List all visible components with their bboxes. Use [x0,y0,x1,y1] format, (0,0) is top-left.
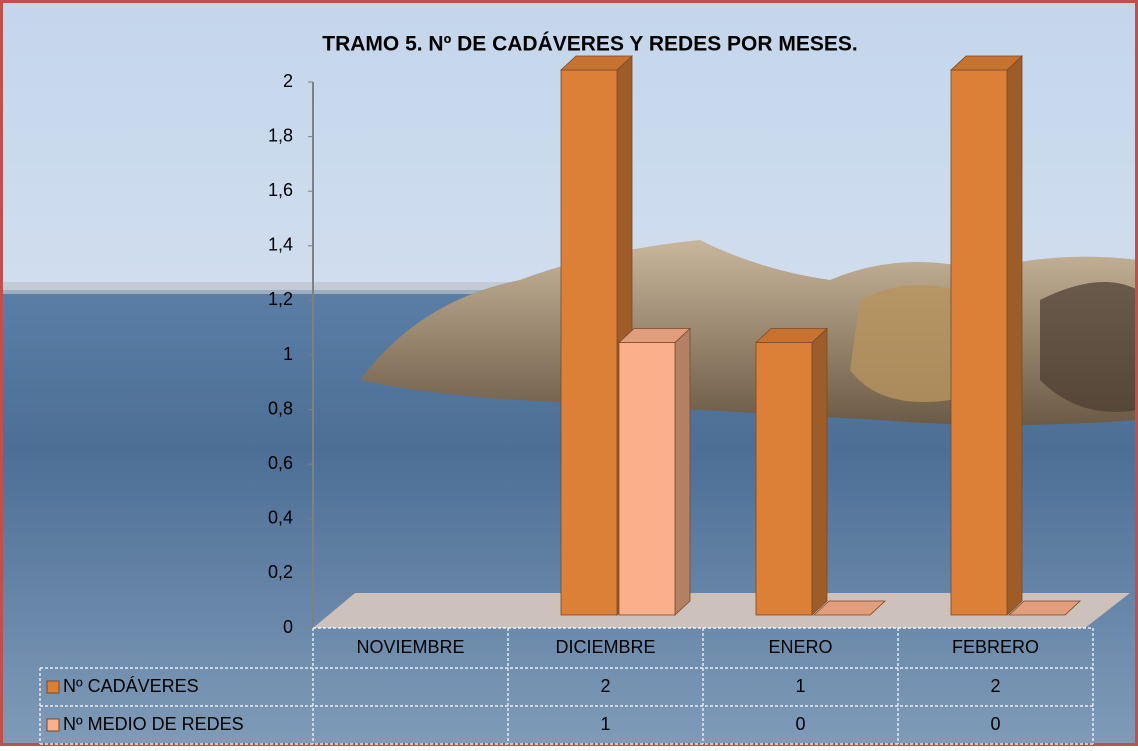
y-tick-label: 1,6 [268,180,293,200]
y-tick-label: 0,4 [268,508,293,528]
y-tick-label: 0,2 [268,562,293,582]
table-value: 0 [990,714,1000,734]
legend-label: Nº CADÁVERES [63,676,199,696]
y-tick-label: 1 [283,344,293,364]
bar-front [561,70,617,615]
table-value: 2 [990,676,1000,696]
bar-front [756,343,812,616]
table-value: 2 [600,676,610,696]
bar-side [1007,56,1022,615]
y-tick-label: 0,6 [268,453,293,473]
bar-front [619,343,675,616]
y-tick-label: 0 [283,617,293,637]
legend-swatch [47,719,59,731]
y-tick-label: 1,8 [268,125,293,145]
chart-title: TRAMO 5. Nº DE CADÁVERES Y REDES POR MES… [322,33,858,56]
y-tick-label: 1,2 [268,289,293,309]
x-tick-label: FEBRERO [952,637,1039,657]
y-tick-label: 0,8 [268,398,293,418]
bar-front [951,70,1007,615]
chart: TRAMO 5. Nº DE CADÁVERES Y REDES POR MES… [0,0,1138,746]
table-value: 0 [795,714,805,734]
table-value: 1 [795,676,805,696]
bar-side [675,329,690,616]
bar [756,329,827,616]
x-tick-label: NOVIEMBRE [356,637,464,657]
legend-label: Nº MEDIO DE REDES [63,714,244,734]
y-tick-label: 1,4 [268,235,293,255]
table-value: 1 [600,714,610,734]
x-tick-label: ENERO [768,637,832,657]
bar-side [812,329,827,616]
bar [951,56,1022,615]
x-tick-label: DICIEMBRE [555,637,655,657]
legend-swatch [47,681,59,693]
y-tick-label: 2 [283,71,293,91]
bar [619,329,690,616]
